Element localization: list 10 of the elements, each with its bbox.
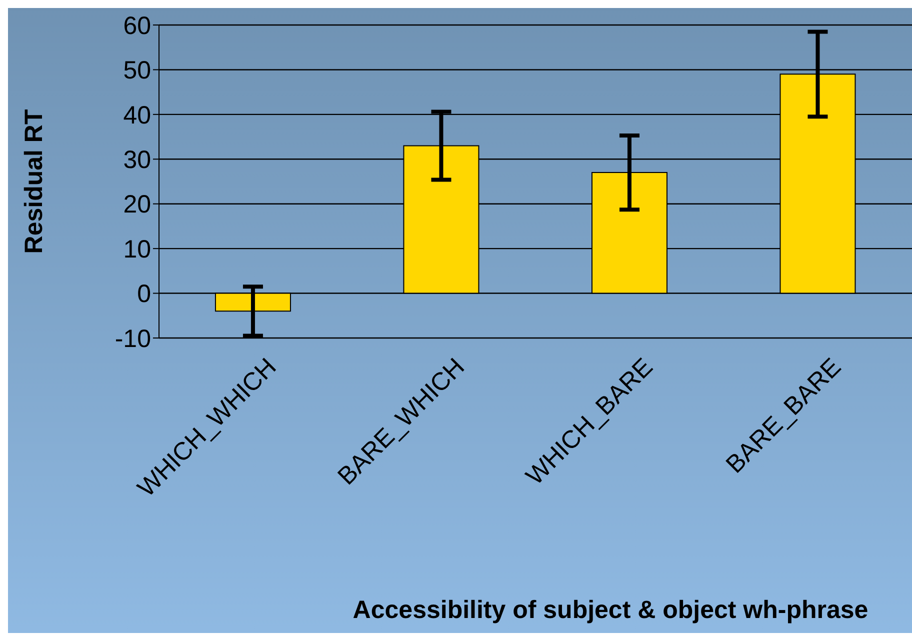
y-tick-label: 40	[123, 101, 151, 130]
y-axis-title: Residual RT	[20, 109, 48, 254]
y-tick-label: 0	[137, 280, 151, 308]
y-tick-label: 50	[123, 56, 151, 85]
y-tick-label: 60	[123, 12, 151, 40]
y-tick-label: -10	[114, 324, 151, 353]
y-tick-label: 20	[123, 190, 151, 219]
y-tick-label: 30	[123, 146, 151, 174]
y-tick-label: 10	[123, 235, 151, 264]
x-axis-title: Accessibility of subject & object wh-phrase	[352, 596, 868, 624]
